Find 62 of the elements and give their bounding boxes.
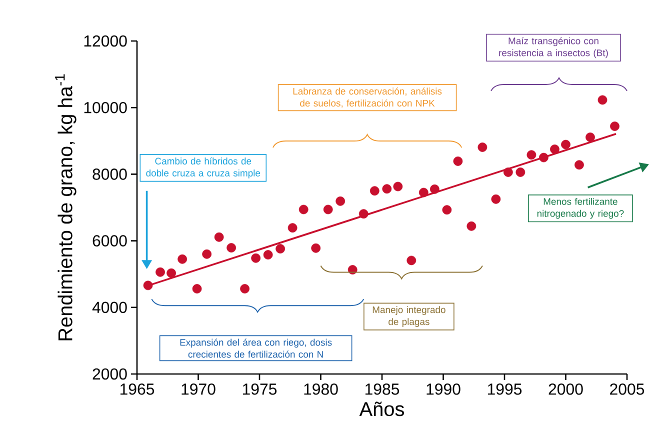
- point: [240, 284, 250, 294]
- point: [192, 284, 202, 294]
- y-tick-label: 10000: [84, 102, 127, 114]
- annotation: Labranza de conservación, análisis de suelos, fertilización con NPK: [293, 88, 442, 108]
- point: [550, 144, 560, 154]
- point: [288, 223, 298, 233]
- point: [526, 150, 536, 160]
- x-tick-label: 2000: [548, 384, 583, 395]
- point: [478, 142, 488, 152]
- point: [418, 188, 428, 198]
- point: [539, 152, 548, 162]
- point: [382, 184, 392, 194]
- point: [453, 156, 463, 166]
- x-tick-label: 1965: [120, 384, 154, 395]
- y-tick-label: 8000: [92, 168, 127, 180]
- point: [430, 184, 440, 194]
- point: [491, 194, 501, 204]
- point: [251, 253, 261, 263]
- point: [503, 168, 513, 177]
- point: [574, 160, 584, 170]
- point: [516, 168, 526, 177]
- point: [442, 205, 452, 215]
- point: [202, 249, 212, 259]
- point: [156, 267, 165, 277]
- x-tick-label: 2005: [610, 384, 644, 395]
- point: [166, 268, 176, 278]
- y-axis-title: Rendimiento de grano, kg ha$^{-1}$: [55, 74, 76, 340]
- x-tick-label: 1985: [365, 384, 400, 395]
- x-tick-label: 1990: [426, 384, 460, 395]
- annotation: Manejo integrado de plagas: [372, 306, 446, 327]
- point: [393, 182, 403, 192]
- x-tick-label: 1995: [488, 384, 522, 395]
- point: [276, 244, 286, 254]
- annotation: Cambio de híbridos de doble cruza a cruza simple: [146, 157, 260, 178]
- point: [263, 250, 273, 260]
- point: [143, 280, 153, 290]
- point: [598, 95, 608, 105]
- y-tick-label: 12000: [84, 35, 127, 47]
- point: [336, 196, 346, 206]
- annotation: Expansión del área con riego, dosis crecientes de fertilización con N: [180, 338, 332, 358]
- point: [610, 122, 620, 131]
- point: [586, 132, 595, 142]
- x-tick-label: 1975: [242, 384, 277, 395]
- x-tick-label: 1970: [182, 384, 216, 395]
- point: [561, 140, 570, 150]
- y-tick-label: 4000: [92, 302, 127, 314]
- y-tick-label: 6000: [92, 235, 127, 246]
- point: [370, 186, 380, 196]
- x-axis-title: Años: [359, 402, 404, 416]
- annotation: Menos fertilizante nitrogenado y riego?: [537, 198, 624, 219]
- point: [323, 204, 333, 214]
- point: [214, 232, 224, 242]
- point: [466, 221, 476, 231]
- y-tick-label: 2000: [92, 368, 127, 380]
- point: [298, 204, 308, 214]
- point: [226, 243, 236, 252]
- point: [311, 243, 321, 253]
- point: [358, 209, 368, 219]
- annotation: Maíz transgénico con resistencia a insectos (Bt): [499, 37, 608, 58]
- point: [406, 256, 416, 266]
- x-tick-label: 1980: [304, 384, 338, 395]
- point: [178, 254, 188, 264]
